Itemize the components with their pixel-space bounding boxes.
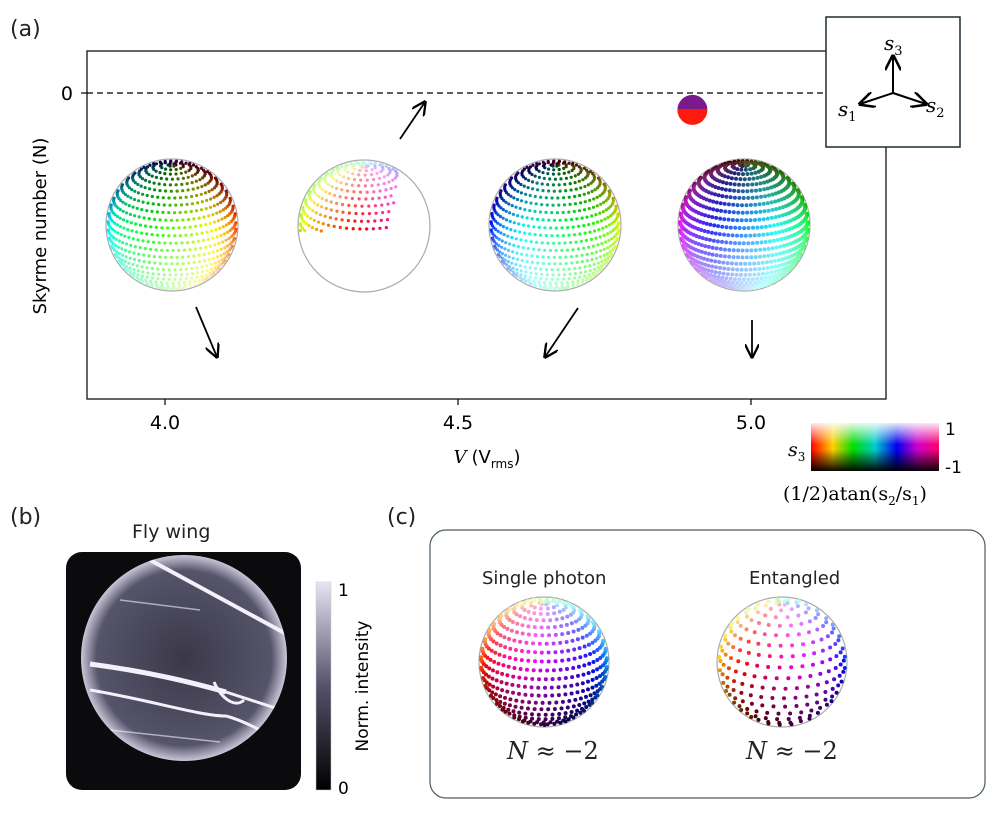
single-photon-n: N ≈ −2 (507, 737, 599, 765)
x-tick-label: 4.0 (150, 412, 180, 434)
stokes-axes-key: s3 s1 s2 (825, 16, 961, 148)
panel-label-c: (c) (387, 505, 417, 530)
fly-wing-image: 1 0 Norm. intensity (66, 552, 373, 799)
colorbar-min: -1 (945, 458, 962, 478)
hsv-colorbar: 1 -1 s3 (1/2)atan(s2/s1) (783, 420, 962, 508)
panel-label-b: (b) (10, 505, 42, 530)
entangled-n: N ≈ −2 (746, 737, 838, 765)
panel-c-box (429, 529, 986, 799)
intensity-label: Norm. intensity (353, 621, 373, 752)
fly-wing-title: Fly wing (132, 521, 211, 543)
colorbar-caption: (1/2)atan(s2/s1) (783, 483, 927, 508)
s3-label: s3 (884, 31, 903, 59)
arrow-v4-2 (195, 306, 217, 357)
sphere-v6-0 (677, 158, 811, 292)
sphere-v5-3 (488, 158, 622, 292)
axis-ticks: 4.04.55.05.56.00-2 (61, 83, 766, 434)
entangled-title: Entangled (749, 568, 841, 589)
x-tick-label: 5.0 (736, 412, 766, 434)
panel-c-spheres (478, 596, 848, 728)
arrow-v4-9 (399, 102, 425, 140)
plot-frame (86, 50, 887, 400)
panel-label-a: (a) (10, 17, 41, 42)
intensity-colorbar (315, 581, 332, 791)
single-photon-title: Single photon (482, 568, 607, 589)
colorbar-max: 1 (945, 420, 956, 440)
y-tick-label: 0 (61, 83, 73, 105)
reference-lines (87, 92, 886, 94)
s2-label: s2 (926, 93, 945, 121)
data-points (677, 94, 708, 125)
sphere-v4-2 (105, 158, 239, 292)
intensity-min: 0 (338, 779, 349, 799)
x-axis-label: V (Vrms) (453, 447, 520, 471)
sphere-v4-9 (297, 159, 431, 293)
colorbar-s3-label: s3 (788, 439, 805, 464)
x-tick-label: 4.5 (443, 412, 473, 434)
arrow-v5-3 (545, 307, 579, 357)
single-photon-sphere (478, 596, 610, 728)
intensity-max: 1 (338, 581, 349, 601)
sphere-insets (105, 102, 811, 357)
wing-veins (89, 558, 287, 754)
s1-label: s1 (838, 97, 857, 125)
entangled-sphere (716, 596, 848, 728)
y-axis-label: Skyrme number (N) (30, 138, 51, 315)
data-point (677, 94, 708, 125)
